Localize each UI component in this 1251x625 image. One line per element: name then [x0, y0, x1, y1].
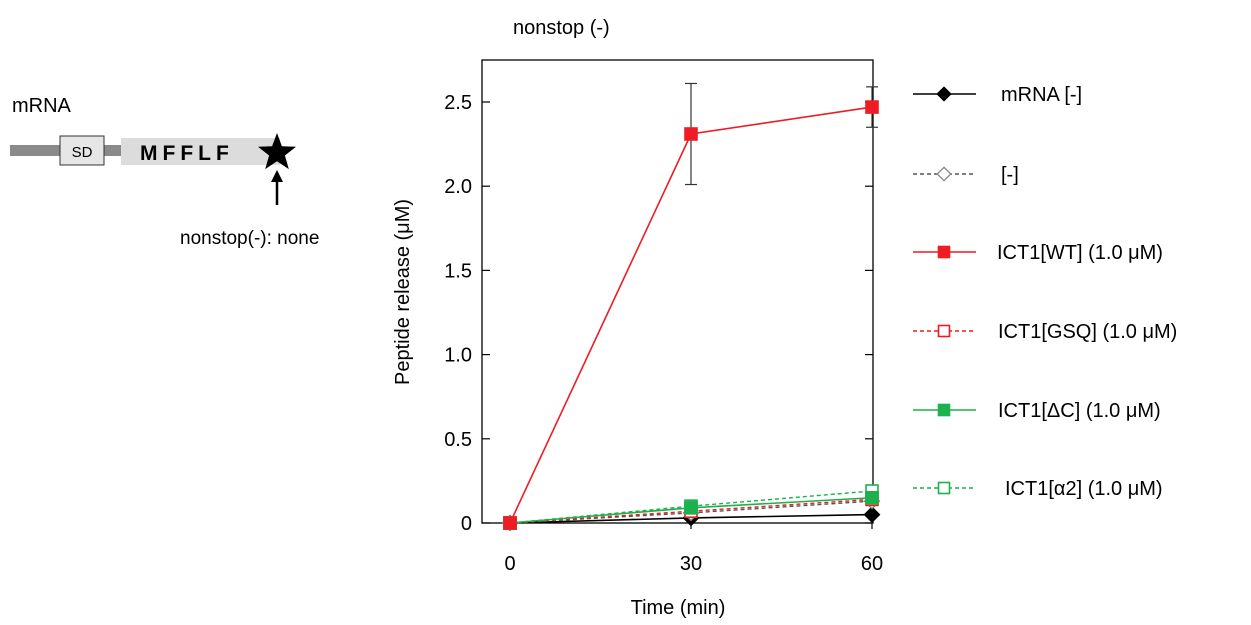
legend-item-1: [-]	[913, 164, 1019, 186]
legend-label: ICT1[α2] (1.0 μM)	[1005, 478, 1163, 500]
data-point	[865, 100, 879, 114]
data-point	[865, 490, 879, 505]
y-tick-label: 1.0	[444, 345, 472, 367]
y-tick-label: 2.5	[444, 92, 472, 114]
data-point	[684, 127, 698, 141]
legend-item-3: ICT1[GSQ] (1.0 μM)	[913, 321, 1177, 343]
chart-title: nonstop (-)	[513, 17, 610, 39]
mrna-schematic: mRNA SD MFFLF nonstop(-): none	[10, 95, 319, 249]
y-tick-label: 0	[461, 513, 472, 535]
mrna-label: mRNA	[12, 95, 72, 117]
sd-box	[59, 135, 105, 166]
series-line	[509, 498, 873, 524]
mrna-strand-left	[10, 145, 60, 156]
legend-swatch-marker	[937, 324, 951, 338]
mrna-strand-mid	[104, 145, 122, 156]
series-layer	[501, 82, 881, 532]
legend-label: ICT1[WT] (1.0 μM)	[997, 242, 1163, 264]
legend-label: mRNA [-]	[1001, 84, 1082, 106]
legend-item-4: ICT1[ΔC] (1.0 μM)	[913, 400, 1161, 422]
legend-label: ICT1[ΔC] (1.0 μM)	[998, 400, 1161, 422]
data-point	[863, 506, 881, 523]
x-axis-label: Time (min)	[631, 597, 726, 619]
legend-swatch-marker	[936, 86, 952, 102]
orf-sequence: MFFLF	[140, 142, 234, 165]
sd-label: SD	[72, 144, 93, 161]
x-tick-label: 0	[504, 553, 515, 575]
x-tick-label: 30	[680, 553, 702, 575]
data-point	[684, 501, 698, 515]
orf-box	[121, 138, 280, 165]
legend-swatch-marker	[936, 166, 952, 182]
nonstop-annotation: nonstop(-): none	[180, 228, 319, 249]
series-line	[509, 500, 873, 524]
axis-ticks: 0 0.5 1.0 1.5 2.0 2.5 0 30 60	[444, 92, 883, 575]
y-tick-label: 0.5	[444, 429, 472, 451]
legend-item-0: mRNA [-]	[913, 84, 1082, 106]
legend-item-5: ICT1[α2] (1.0 μM)	[913, 478, 1163, 500]
up-arrow-icon	[271, 170, 283, 182]
y-tick-label: 1.5	[444, 260, 472, 282]
series-line	[509, 490, 873, 524]
legend-swatch-marker	[937, 403, 951, 417]
star-icon	[258, 133, 296, 170]
legend: mRNA [-] [-] ICT1[WT] (1.0 μM) ICT1[GSQ] (1…	[913, 84, 1177, 500]
y-axis-label: Peptide release (μM)	[392, 199, 414, 385]
legend-item-2: ICT1[WT] (1.0 μM)	[913, 242, 1163, 264]
legend-swatch-marker	[937, 245, 951, 259]
y-tick-label: 2.0	[444, 176, 472, 198]
series-2	[503, 82, 879, 530]
x-tick-label: 60	[861, 553, 883, 575]
plot-area	[481, 59, 874, 524]
chart: nonstop (-) Peptide release (μM) Time (m…	[392, 17, 1177, 619]
legend-label: [-]	[1001, 164, 1019, 186]
legend-label: ICT1[GSQ] (1.0 μM)	[998, 321, 1177, 343]
data-point	[503, 516, 517, 530]
legend-swatch-marker	[937, 481, 951, 495]
